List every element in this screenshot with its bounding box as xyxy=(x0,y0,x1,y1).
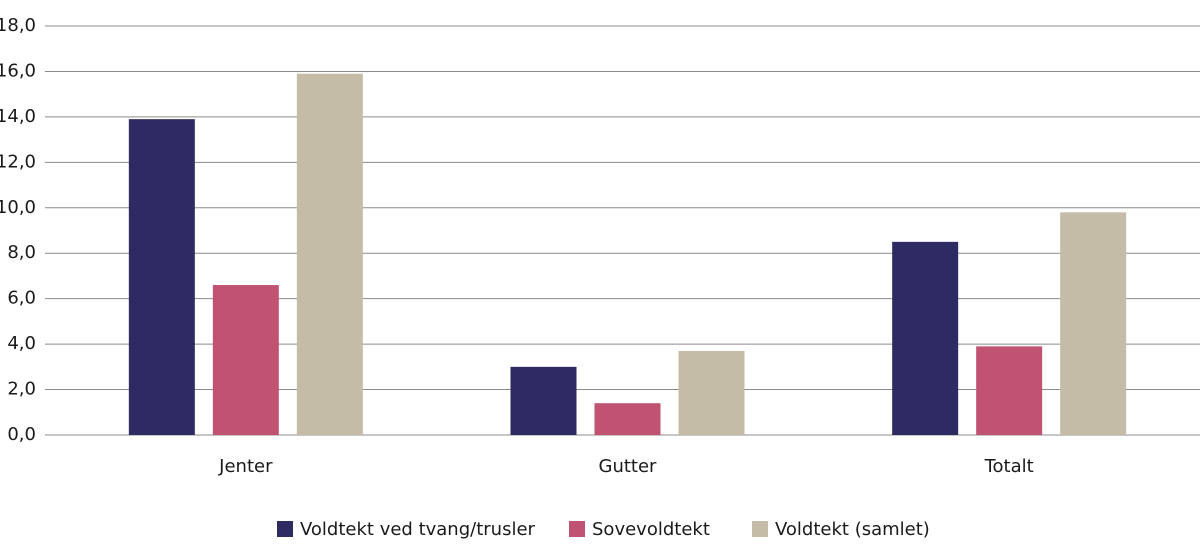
y-tick-label: 0,0 xyxy=(7,424,36,445)
legend-swatch xyxy=(752,521,768,537)
bar xyxy=(678,350,745,435)
legend-label: Sovevoldtekt xyxy=(592,519,710,540)
y-tick-label: 6,0 xyxy=(7,288,36,309)
bar xyxy=(594,403,661,435)
x-tick-label: Gutter xyxy=(599,456,658,477)
y-tick-label: 14,0 xyxy=(0,106,36,127)
y-tick-label: 10,0 xyxy=(0,197,36,218)
legend-label: Voldtekt ved tvang/trusler xyxy=(300,519,536,540)
y-tick-label: 18,0 xyxy=(0,15,36,36)
bar xyxy=(212,285,279,435)
y-tick-label: 12,0 xyxy=(0,151,36,172)
bar xyxy=(976,346,1043,435)
legend-swatch xyxy=(569,521,585,537)
bar xyxy=(1060,212,1127,435)
y-tick-label: 16,0 xyxy=(0,60,36,81)
x-tick-label: Jenter xyxy=(218,456,273,477)
bar xyxy=(128,119,195,436)
y-tick-label: 4,0 xyxy=(7,333,36,354)
x-tick-label: Totalt xyxy=(984,456,1034,477)
legend-swatch xyxy=(277,521,293,537)
legend-label: Voldtekt (samlet) xyxy=(775,519,930,540)
bar xyxy=(296,73,363,435)
y-tick-label: 8,0 xyxy=(7,242,36,263)
y-tick-label: 2,0 xyxy=(7,379,36,400)
bar xyxy=(510,366,577,435)
bar xyxy=(892,241,959,435)
